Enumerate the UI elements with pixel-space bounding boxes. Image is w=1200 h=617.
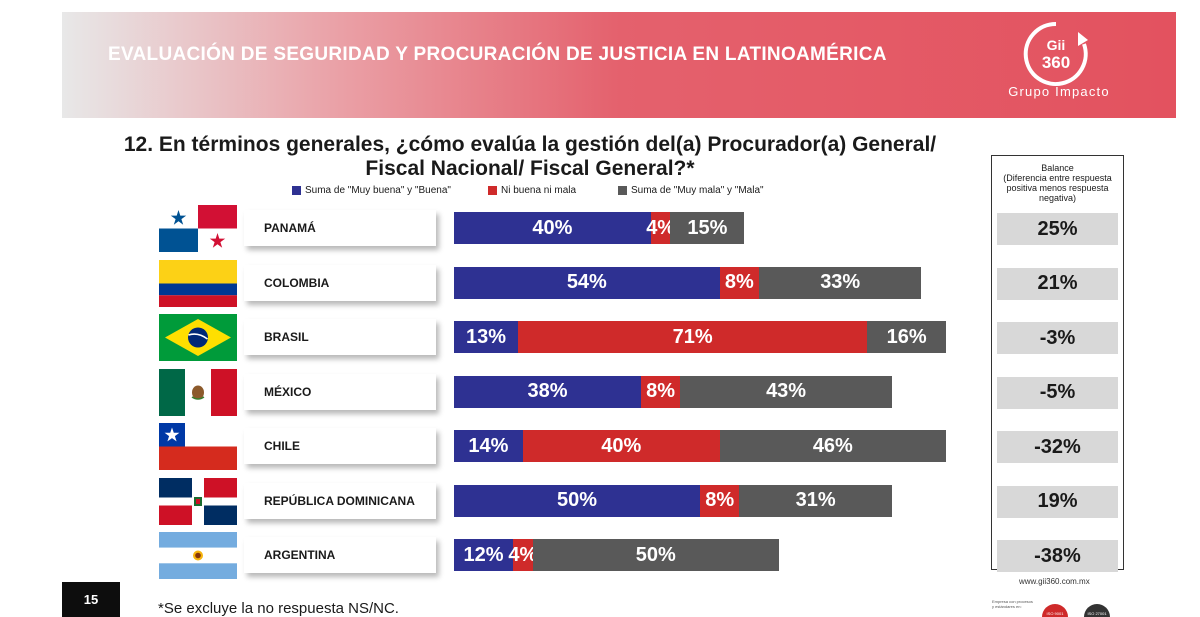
panama-flag-icon [159, 205, 237, 252]
category-label: COLOMBIA [244, 264, 436, 301]
legend-item-positive: Suma de "Muy buena" y "Buena" [292, 185, 451, 196]
bar-row: 38% 8% 43% [454, 375, 946, 408]
bar-segment: 15% [670, 212, 745, 244]
bar-segment: 50% [454, 484, 700, 517]
legend-swatch-neutral [488, 186, 497, 195]
iso-27001-badge-icon: ISO 27001 [1084, 604, 1110, 617]
bar-segment: 31% [739, 484, 892, 517]
brazil-flag-icon [159, 314, 237, 361]
balance-value: 19% [997, 485, 1118, 518]
page-number: 15 [62, 582, 120, 617]
balance-title-line1: Balance [1041, 163, 1074, 173]
survey-question: 12. En términos generales, ¿cómo evalúa … [123, 133, 937, 180]
dominican-republic-flag-icon [159, 477, 237, 525]
logo-line1: Gii [1047, 37, 1066, 53]
bar-segment: 40% [454, 212, 651, 244]
legend-item-negative: Suma de "Muy mala" y "Mala" [618, 185, 764, 196]
bar-row: 54% 8% 33% [454, 266, 946, 299]
bar-segment: 8% [700, 484, 740, 517]
balance-value: 25% [997, 213, 1118, 245]
category-label: BRASIL [244, 319, 436, 355]
bar-segment: 4% [646, 212, 675, 244]
balance-value: -38% [997, 540, 1118, 572]
bar-row: 13% 71% 16% [454, 321, 946, 353]
legend-label-positive: Suma de "Muy buena" y "Buena" [305, 185, 451, 196]
logo-line2: 360 [1042, 53, 1070, 72]
legend-swatch-negative [618, 186, 627, 195]
chile-flag-icon [159, 423, 237, 470]
bar-row: 12% 4% 50% [454, 539, 946, 571]
legend-label-negative: Suma de "Muy mala" y "Mala" [631, 185, 764, 196]
footnote: *Se excluye la no respuesta NS/NC. [158, 600, 399, 617]
bar-segment: 33% [759, 266, 922, 299]
bar-segment: 4% [508, 539, 537, 571]
header-banner: EVALUACIÓN DE SEGURIDAD Y PROCURACIÓN DE… [62, 12, 1176, 118]
bar-row: 50% 8% 31% [454, 484, 946, 517]
bar-segment: 43% [680, 375, 892, 408]
colombia-flag-icon [159, 259, 237, 307]
bar-segment: 14% [454, 430, 523, 462]
gii360-logo-icon: Gii 360 [1023, 21, 1088, 86]
iso-9001-badge-icon: ISO 9001 [1042, 604, 1068, 617]
category-label: MÉXICO [244, 373, 436, 410]
legend-swatch-positive [292, 186, 301, 195]
bar-segment: 13% [454, 321, 518, 353]
bar-segment: 54% [454, 266, 720, 299]
balance-value: -32% [997, 431, 1118, 463]
legend-item-neutral: Ni buena ni mala [488, 185, 576, 196]
category-label: ARGENTINA [244, 537, 436, 573]
bar-segment: 40% [522, 430, 720, 462]
bar-row: 14% 40% 46% [454, 430, 946, 462]
balance-value: -5% [997, 376, 1118, 409]
balance-title: Balance (Diferencia entre respuesta posi… [992, 163, 1123, 203]
mexico-flag-icon [159, 368, 237, 416]
iso-27001-label: ISO 27001 [1087, 611, 1107, 616]
balance-value: -3% [997, 322, 1118, 354]
bar-segment: 50% [532, 539, 779, 571]
bar-segment: 8% [640, 375, 681, 408]
bar-segment: 16% [867, 321, 946, 353]
bar-row: 40% 4% 15% [454, 212, 946, 244]
bar-segment: 46% [719, 430, 946, 462]
category-label: PANAMÁ [244, 210, 436, 246]
report-title: EVALUACIÓN DE SEGURIDAD Y PROCURACIÓN DE… [108, 44, 887, 65]
logo-text: Grupo Impacto [1008, 84, 1110, 99]
balance-value: 21% [997, 267, 1118, 300]
bar-segment: 8% [719, 266, 760, 299]
website-url: www.gii360.com.mx [1019, 577, 1090, 586]
legend-label-neutral: Ni buena ni mala [501, 185, 577, 196]
iso-9001-label: ISO 9001 [1047, 611, 1065, 616]
category-label: REPÚBLICA DOMINICANA [244, 482, 436, 519]
argentina-flag-icon [159, 532, 237, 579]
certification-text: Empresa con procesos y estándares en: [992, 599, 1033, 609]
chart-legend: Suma de "Muy buena" y "Buena" Ni buena n… [292, 185, 912, 199]
category-label: CHILE [244, 428, 436, 464]
bar-segment: 12% [454, 539, 514, 571]
balance-panel: Balance (Diferencia entre respuesta posi… [991, 155, 1124, 572]
bar-segment: 38% [454, 375, 641, 408]
balance-title-line2: (Diferencia entre respuesta positiva men… [1003, 173, 1112, 203]
bar-segment: 71% [517, 321, 868, 353]
